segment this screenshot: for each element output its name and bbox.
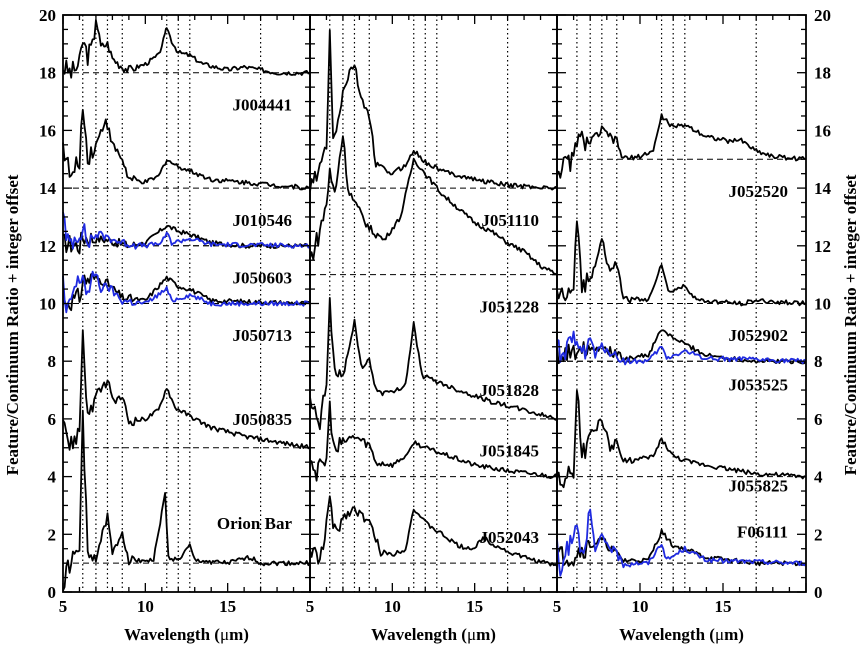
x-tick-label: 5 <box>553 597 562 616</box>
x-axis-label: Wavelength (μm) <box>371 625 496 644</box>
y-tick-label: 4 <box>48 468 57 487</box>
y-tick-label: 10 <box>39 295 56 314</box>
spectrum-label: J050603 <box>233 269 293 288</box>
spectrum-line <box>62 270 311 314</box>
spectrum-label: J004441 <box>233 95 293 114</box>
spectrum-line <box>309 297 558 431</box>
y-tick-label: 20 <box>39 6 56 25</box>
y-tick-label: 8 <box>48 352 57 371</box>
y-tick-label: 14 <box>814 179 832 198</box>
plot-area: J004441 J010546 J050603 J050713 J050835 Orion… <box>39 6 832 644</box>
spectrum-line <box>309 135 558 276</box>
spectrum-line <box>556 113 807 179</box>
x-tick-label: 15 <box>466 597 483 616</box>
y-tick-label: 6 <box>814 410 823 429</box>
spectrum-label: J050835 <box>233 410 293 429</box>
spectrum-line <box>62 329 311 451</box>
y-tick-label: 0 <box>814 583 823 602</box>
y-axis-label-right: Feature/Continuum Ratio + integer offset <box>841 174 860 475</box>
spectrum-line <box>62 19 311 79</box>
spectrum-line <box>309 29 558 192</box>
x-axis-label: Wavelength (μm) <box>619 625 744 644</box>
y-tick-label: 10 <box>814 295 831 314</box>
spectrum-label: J050713 <box>233 326 293 345</box>
spectrum-label: J051845 <box>480 442 540 461</box>
y-tick-label: 6 <box>48 410 57 429</box>
spectrum-label: J052043 <box>480 528 540 547</box>
y-tick-label: 2 <box>48 525 57 544</box>
spectrum-line <box>556 220 807 307</box>
spectrum-line <box>556 389 807 489</box>
x-tick-label: 5 <box>306 597 315 616</box>
spectrum-label: J052902 <box>729 326 789 345</box>
x-tick-label: 10 <box>384 597 401 616</box>
spectrum-label: J051828 <box>480 381 540 400</box>
spectrum-label: J053525 <box>729 375 789 394</box>
spectrum-line <box>556 528 807 567</box>
panel-2: J051110 J051228 J051828 J051845 J052043 5 10 15… <box>306 14 558 644</box>
y-tick-label: 16 <box>814 121 831 140</box>
spectrum-label: J051110 <box>481 211 539 230</box>
spectrum-label: J010546 <box>233 211 293 230</box>
spectrum-label: J052520 <box>729 182 789 201</box>
y-tick-label: 4 <box>814 468 823 487</box>
spectrum-line <box>556 330 807 366</box>
y-tick-label: 18 <box>814 64 831 83</box>
y-tick-label: 20 <box>814 6 831 25</box>
x-tick-label: 15 <box>715 597 732 616</box>
x-tick-label: 15 <box>219 597 236 616</box>
y-tick-label: 16 <box>39 121 56 140</box>
x-tick-label: 5 <box>59 597 68 616</box>
x-tick-label: 10 <box>632 597 649 616</box>
y-tick-label: 18 <box>39 64 56 83</box>
y-tick-label: 8 <box>814 352 823 371</box>
spectrum-line <box>62 409 311 591</box>
y-tick-label: 0 <box>48 583 57 602</box>
spectrum-line <box>556 329 807 365</box>
spectrum-label: Orion Bar <box>217 514 293 533</box>
x-axis-label: Wavelength (μm) <box>124 625 249 644</box>
y-tick-label: 12 <box>39 237 56 256</box>
spectrum-label: J051228 <box>480 297 540 316</box>
spectrum-line <box>62 211 311 250</box>
spectrum-line <box>309 400 558 482</box>
y-tick-label: 14 <box>39 179 57 198</box>
spectrum-line <box>556 508 807 577</box>
y-tick-label: 2 <box>814 525 823 544</box>
spectrum-label: J055825 <box>729 476 789 495</box>
panel-3: J052520 J052902 J053525 J055825 F06111 5 10 15 W… <box>553 14 807 644</box>
spectrum-line <box>309 495 558 567</box>
x-tick-label: 10 <box>137 597 154 616</box>
spectrum-line <box>62 108 311 191</box>
spectrum-label: F06111 <box>737 522 788 541</box>
panel-1: J004441 J010546 J050603 J050713 J050835 Orion… <box>59 14 311 644</box>
y-axis-label-left: Feature/Continuum Ratio + integer offset <box>3 174 22 475</box>
y-tick-label: 12 <box>814 237 831 256</box>
